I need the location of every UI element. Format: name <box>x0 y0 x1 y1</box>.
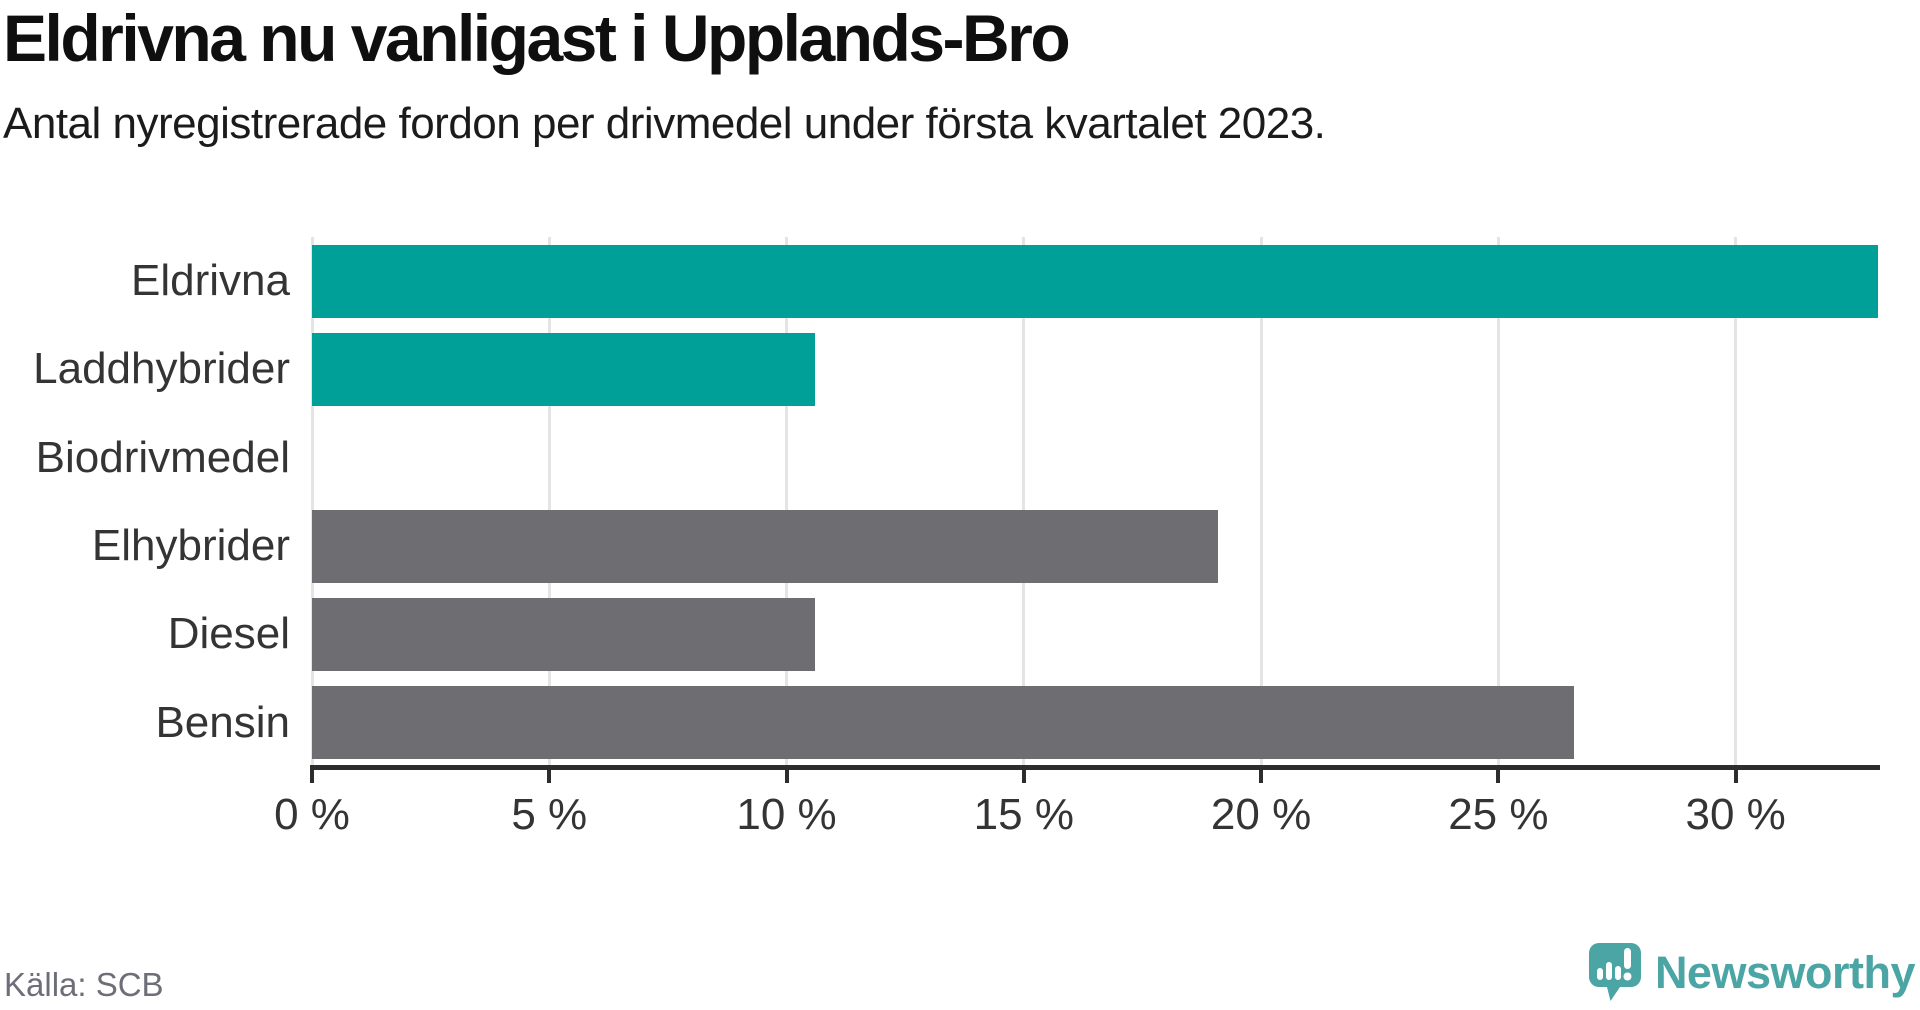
gridline-30 <box>1734 237 1738 767</box>
gridline-15 <box>1022 237 1026 767</box>
bar-diesel <box>312 598 816 671</box>
x-tick-label-30: 30 % <box>1685 790 1786 839</box>
bar-eldrivna <box>312 244 1878 318</box>
newsworthy-logo: Newsworthy <box>1588 942 1916 1004</box>
x-tick-mark-0 <box>310 770 314 783</box>
gridline-25 <box>1496 237 1500 767</box>
category-label-bensin: Bensin <box>155 697 290 747</box>
bar-laddhybrider <box>312 333 816 406</box>
x-tick-mark-25 <box>1496 770 1501 783</box>
x-tick-label-5: 5 % <box>511 790 588 839</box>
category-label-diesel: Diesel <box>167 609 290 659</box>
x-tick-label-25: 25 % <box>1448 790 1549 839</box>
category-label-laddhybrider: Laddhybrider <box>33 344 290 394</box>
bar-chart-plot-area <box>310 237 1878 767</box>
category-label-eldrivna: Eldrivna <box>131 256 290 306</box>
bar-elhybrider <box>312 509 1219 583</box>
x-tick-mark-15 <box>1021 770 1026 783</box>
x-tick-label-20: 20 % <box>1210 790 1312 839</box>
gridline-0 <box>310 237 314 767</box>
x-tick-mark-5 <box>547 770 552 783</box>
x-tick-label-10: 10 % <box>736 790 837 839</box>
chart-subtitle: Antal nyregistrerade fordon per drivmede… <box>3 99 1326 148</box>
newsworthy-icon <box>1588 943 1641 1001</box>
category-label-elhybrider: Elhybrider <box>91 521 290 571</box>
gridline-5 <box>547 237 551 767</box>
newsworthy-wordmark: Newsworthy <box>1654 947 1916 998</box>
x-tick-mark-30 <box>1733 770 1738 783</box>
x-tick-label-0: 0 % <box>274 790 350 839</box>
x-tick-mark-20 <box>1259 770 1264 783</box>
gridline-20 <box>1259 237 1263 767</box>
bar-bensin <box>312 686 1575 760</box>
gridline-10 <box>785 237 789 767</box>
category-label-biodrivmedel: Biodrivmedel <box>35 432 290 482</box>
chart-title: Eldrivna nu vanligast i Upplands-Bro <box>3 1 1071 75</box>
source-label: Källa: SCB <box>4 966 164 1003</box>
x-tick-mark-10 <box>784 770 789 783</box>
x-axis-line <box>310 765 1880 770</box>
x-tick-label-15: 15 % <box>973 790 1074 839</box>
